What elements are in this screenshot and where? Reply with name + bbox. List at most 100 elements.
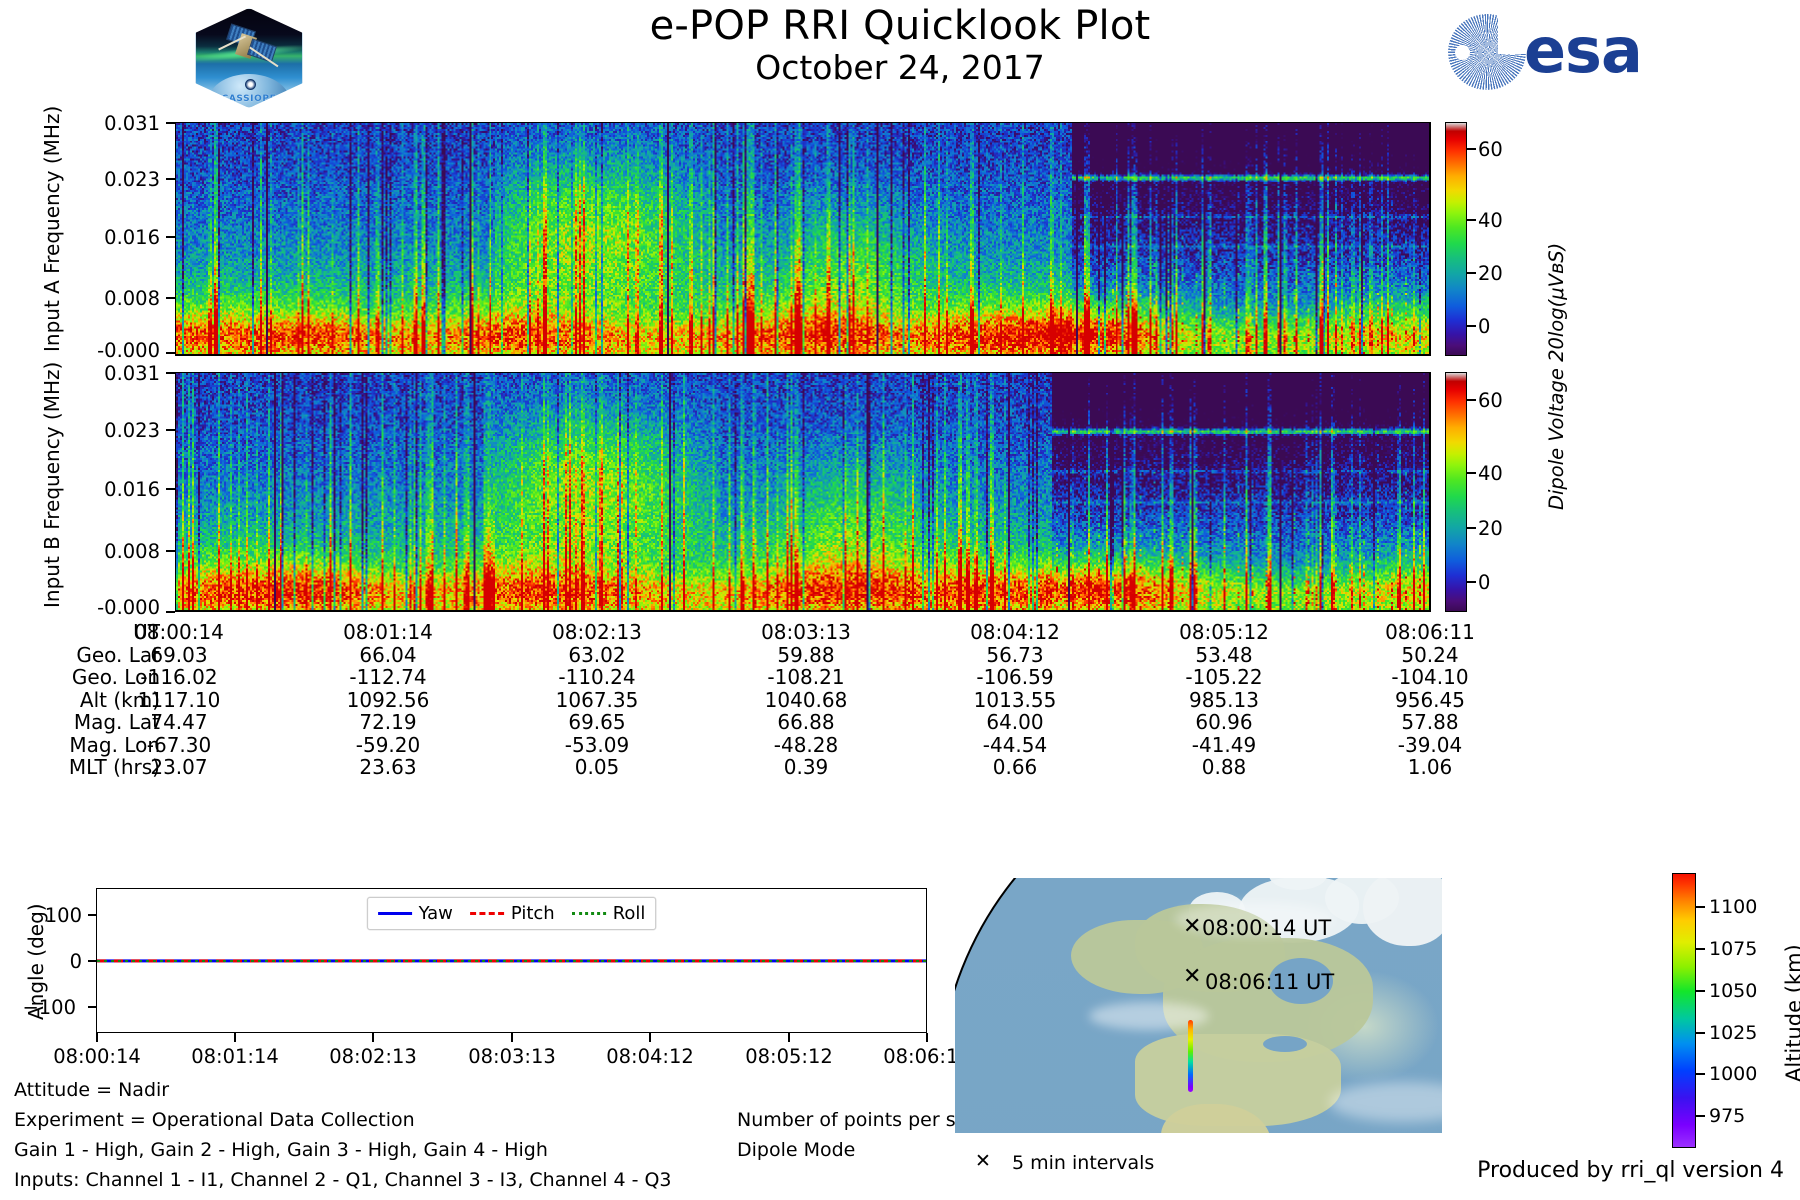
spec-a-ytick-2: 0.016 <box>104 226 160 249</box>
ephem-alt-3: 1040.68 <box>764 687 848 712</box>
attitude-plot-legend: Yaw Pitch Roll <box>366 897 657 930</box>
altitude-colorbar <box>1672 873 1696 1148</box>
ephem-mlt-4: 0.66 <box>992 755 1038 779</box>
table-row: Mag. Lon -67.30 -59.20 -53.09 -48.28 -44… <box>0 732 1800 757</box>
info-mode: Dipole Mode <box>737 1139 856 1161</box>
cbar-b-tick-40: 40 <box>1478 462 1503 485</box>
spectrogram-input-a <box>175 122 1431 356</box>
spec-a-ytick-4: -0.000 <box>97 339 160 362</box>
ephem-alt-0: 1117.10 <box>137 687 221 712</box>
cassiope-logo-text: CASSIOPE <box>221 94 277 104</box>
attitude-plot: Yaw Pitch Roll <box>96 888 927 1033</box>
dipole-voltage-colorbar-label: Dipole Voltage 20log(μVʙS) <box>1545 242 1568 510</box>
ephem-maglon-6: -39.04 <box>1397 732 1463 757</box>
page-title-block: e-POP RRI Quicklook Plot October 24, 201… <box>0 4 1800 87</box>
track-end-marker-icon: ✕ <box>1183 964 1202 989</box>
ground-track-map: ✕ 08:00:14 UT ✕ 08:06:11 UT <box>955 878 1442 1133</box>
alt-tick-1025: 1025 <box>1709 1022 1758 1044</box>
ephem-geolat-4: 56.73 <box>986 642 1044 667</box>
ephem-maglon-2: -53.09 <box>564 732 630 757</box>
spectrogram-input-b-canvas <box>176 373 1429 610</box>
spec-b-ytick-1: 0.023 <box>104 419 160 442</box>
attitude-xtick-5: 08:05:12 <box>745 1045 833 1068</box>
ephem-label-maglon: Mag. Lon <box>69 732 160 757</box>
ephem-label-mlt: MLT (hrs) <box>68 755 160 779</box>
ephem-mlt-0: 23.07 <box>150 755 208 779</box>
ephem-geolat-2: 63.02 <box>568 642 626 667</box>
attitude-ytick-100: 100 <box>44 904 82 927</box>
table-row: Geo. Lon -116.02 -112.74 -110.24 -108.21… <box>0 665 1800 689</box>
info-inputs: Inputs: Channel 1 - I1, Channel 2 - Q1, … <box>14 1169 672 1191</box>
track-start-time-label: 08:00:14 UT <box>1202 916 1332 940</box>
ephem-maglat-0: 74.47 <box>150 710 208 734</box>
spec-b-ytick-0: 0.031 <box>104 362 160 385</box>
page-title: e-POP RRI Quicklook Plot <box>649 3 1151 49</box>
attitude-xtick-2: 08:02:13 <box>329 1045 417 1068</box>
cbar-b-tick-0: 0 <box>1478 571 1491 594</box>
satellite-ground-track <box>1188 1020 1193 1092</box>
ephem-geolon-2: -110.24 <box>558 665 636 689</box>
cbar-b-tick-60: 60 <box>1478 389 1503 412</box>
roll-line-swatch-icon <box>571 912 606 915</box>
globe-orthographic-projection <box>955 878 1442 1133</box>
legend-label-pitch: Pitch <box>510 903 555 924</box>
ephem-mlt-2: 0.05 <box>574 755 620 779</box>
spec-a-ytick-3: 0.008 <box>104 287 160 310</box>
cassiope-mission-patch-icon: CASSIOPE <box>195 8 303 108</box>
ephem-maglat-3: 66.88 <box>777 710 835 734</box>
ephem-geolat-5: 53.48 <box>1195 642 1253 667</box>
spec-b-ytick-3: 0.008 <box>104 540 160 563</box>
map-legend-text: 5 min intervals <box>1012 1152 1155 1174</box>
yaw-line-swatch-icon <box>377 912 412 915</box>
legend-item-pitch: Pitch <box>469 903 555 924</box>
ephem-alt-1: 1092.56 <box>346 687 430 712</box>
ephem-ut-2: 08:02:13 <box>552 620 642 644</box>
legend-item-roll: Roll <box>571 903 646 924</box>
spectrogram-input-a-canvas <box>176 123 1429 354</box>
cbar-a-tick-40: 40 <box>1478 209 1503 232</box>
produced-by-credit: Produced by rri_ql version 4 <box>1477 1158 1784 1183</box>
spec-b-ytick-4: -0.000 <box>97 596 160 619</box>
table-row: Geo. Lat 69.03 66.04 63.02 59.88 56.73 5… <box>0 642 1800 667</box>
ephem-ut-1: 08:01:14 <box>343 620 433 644</box>
dipole-voltage-colorbar-a <box>1445 122 1467 356</box>
alt-tick-1050: 1050 <box>1709 980 1758 1002</box>
attitude-xtick-1: 08:01:14 <box>191 1045 279 1068</box>
pitch-line-swatch-icon <box>469 912 504 915</box>
cbar-a-tick-60: 60 <box>1478 138 1503 161</box>
ephem-alt-6: 956.45 <box>1395 687 1465 712</box>
legend-label-roll: Roll <box>612 903 646 924</box>
map-legend-marker-icon: ✕ <box>975 1150 991 1172</box>
ephem-label-maglat: Mag. Lat <box>73 710 160 734</box>
track-start-marker-icon: ✕ <box>1183 914 1202 939</box>
info-gains: Gain 1 - High, Gain 2 - High, Gain 3 - H… <box>14 1139 548 1161</box>
ephem-ut-5: 08:05:12 <box>1179 620 1269 644</box>
ephem-ut-4: 08:04:12 <box>970 620 1060 644</box>
ephem-maglon-3: -48.28 <box>773 732 839 757</box>
page-subtitle-date: October 24, 2017 <box>755 47 1045 87</box>
ephem-geolon-0: -116.02 <box>140 665 218 689</box>
attitude-xtick-6: 08:06:11 <box>883 1045 971 1068</box>
ephem-label-ut: UT <box>133 620 160 644</box>
ephem-maglon-5: -41.49 <box>1191 732 1257 757</box>
esa-wordmark: esa <box>1524 14 1643 87</box>
spec-a-ytick-0: 0.031 <box>104 112 160 135</box>
ephem-maglat-1: 72.19 <box>359 710 417 734</box>
ephem-geolat-3: 59.88 <box>777 642 835 667</box>
ephem-geolon-1: -112.74 <box>349 665 427 689</box>
info-experiment: Experiment = Operational Data Collection <box>14 1109 415 1131</box>
ephem-maglon-4: -44.54 <box>982 732 1048 757</box>
ephem-label-geolat: Geo. Lat <box>76 642 160 667</box>
ephem-geolon-3: -108.21 <box>767 665 845 689</box>
ephemeris-table: UT 08:00:14 08:01:14 08:02:13 08:03:13 0… <box>0 620 1800 779</box>
attitude-roll-series <box>97 959 926 962</box>
ephem-geolat-1: 66.04 <box>359 642 417 667</box>
ephem-alt-2: 1067.35 <box>555 687 639 712</box>
attitude-xtick-4: 08:04:12 <box>606 1045 694 1068</box>
ephem-maglat-4: 64.00 <box>986 710 1044 734</box>
ephem-maglat-2: 69.65 <box>568 710 626 734</box>
spec-a-ytick-1: 0.023 <box>104 168 160 191</box>
table-row: UT 08:00:14 08:01:14 08:02:13 08:03:13 0… <box>0 620 1800 644</box>
ephem-maglon-1: -59.20 <box>355 732 421 757</box>
